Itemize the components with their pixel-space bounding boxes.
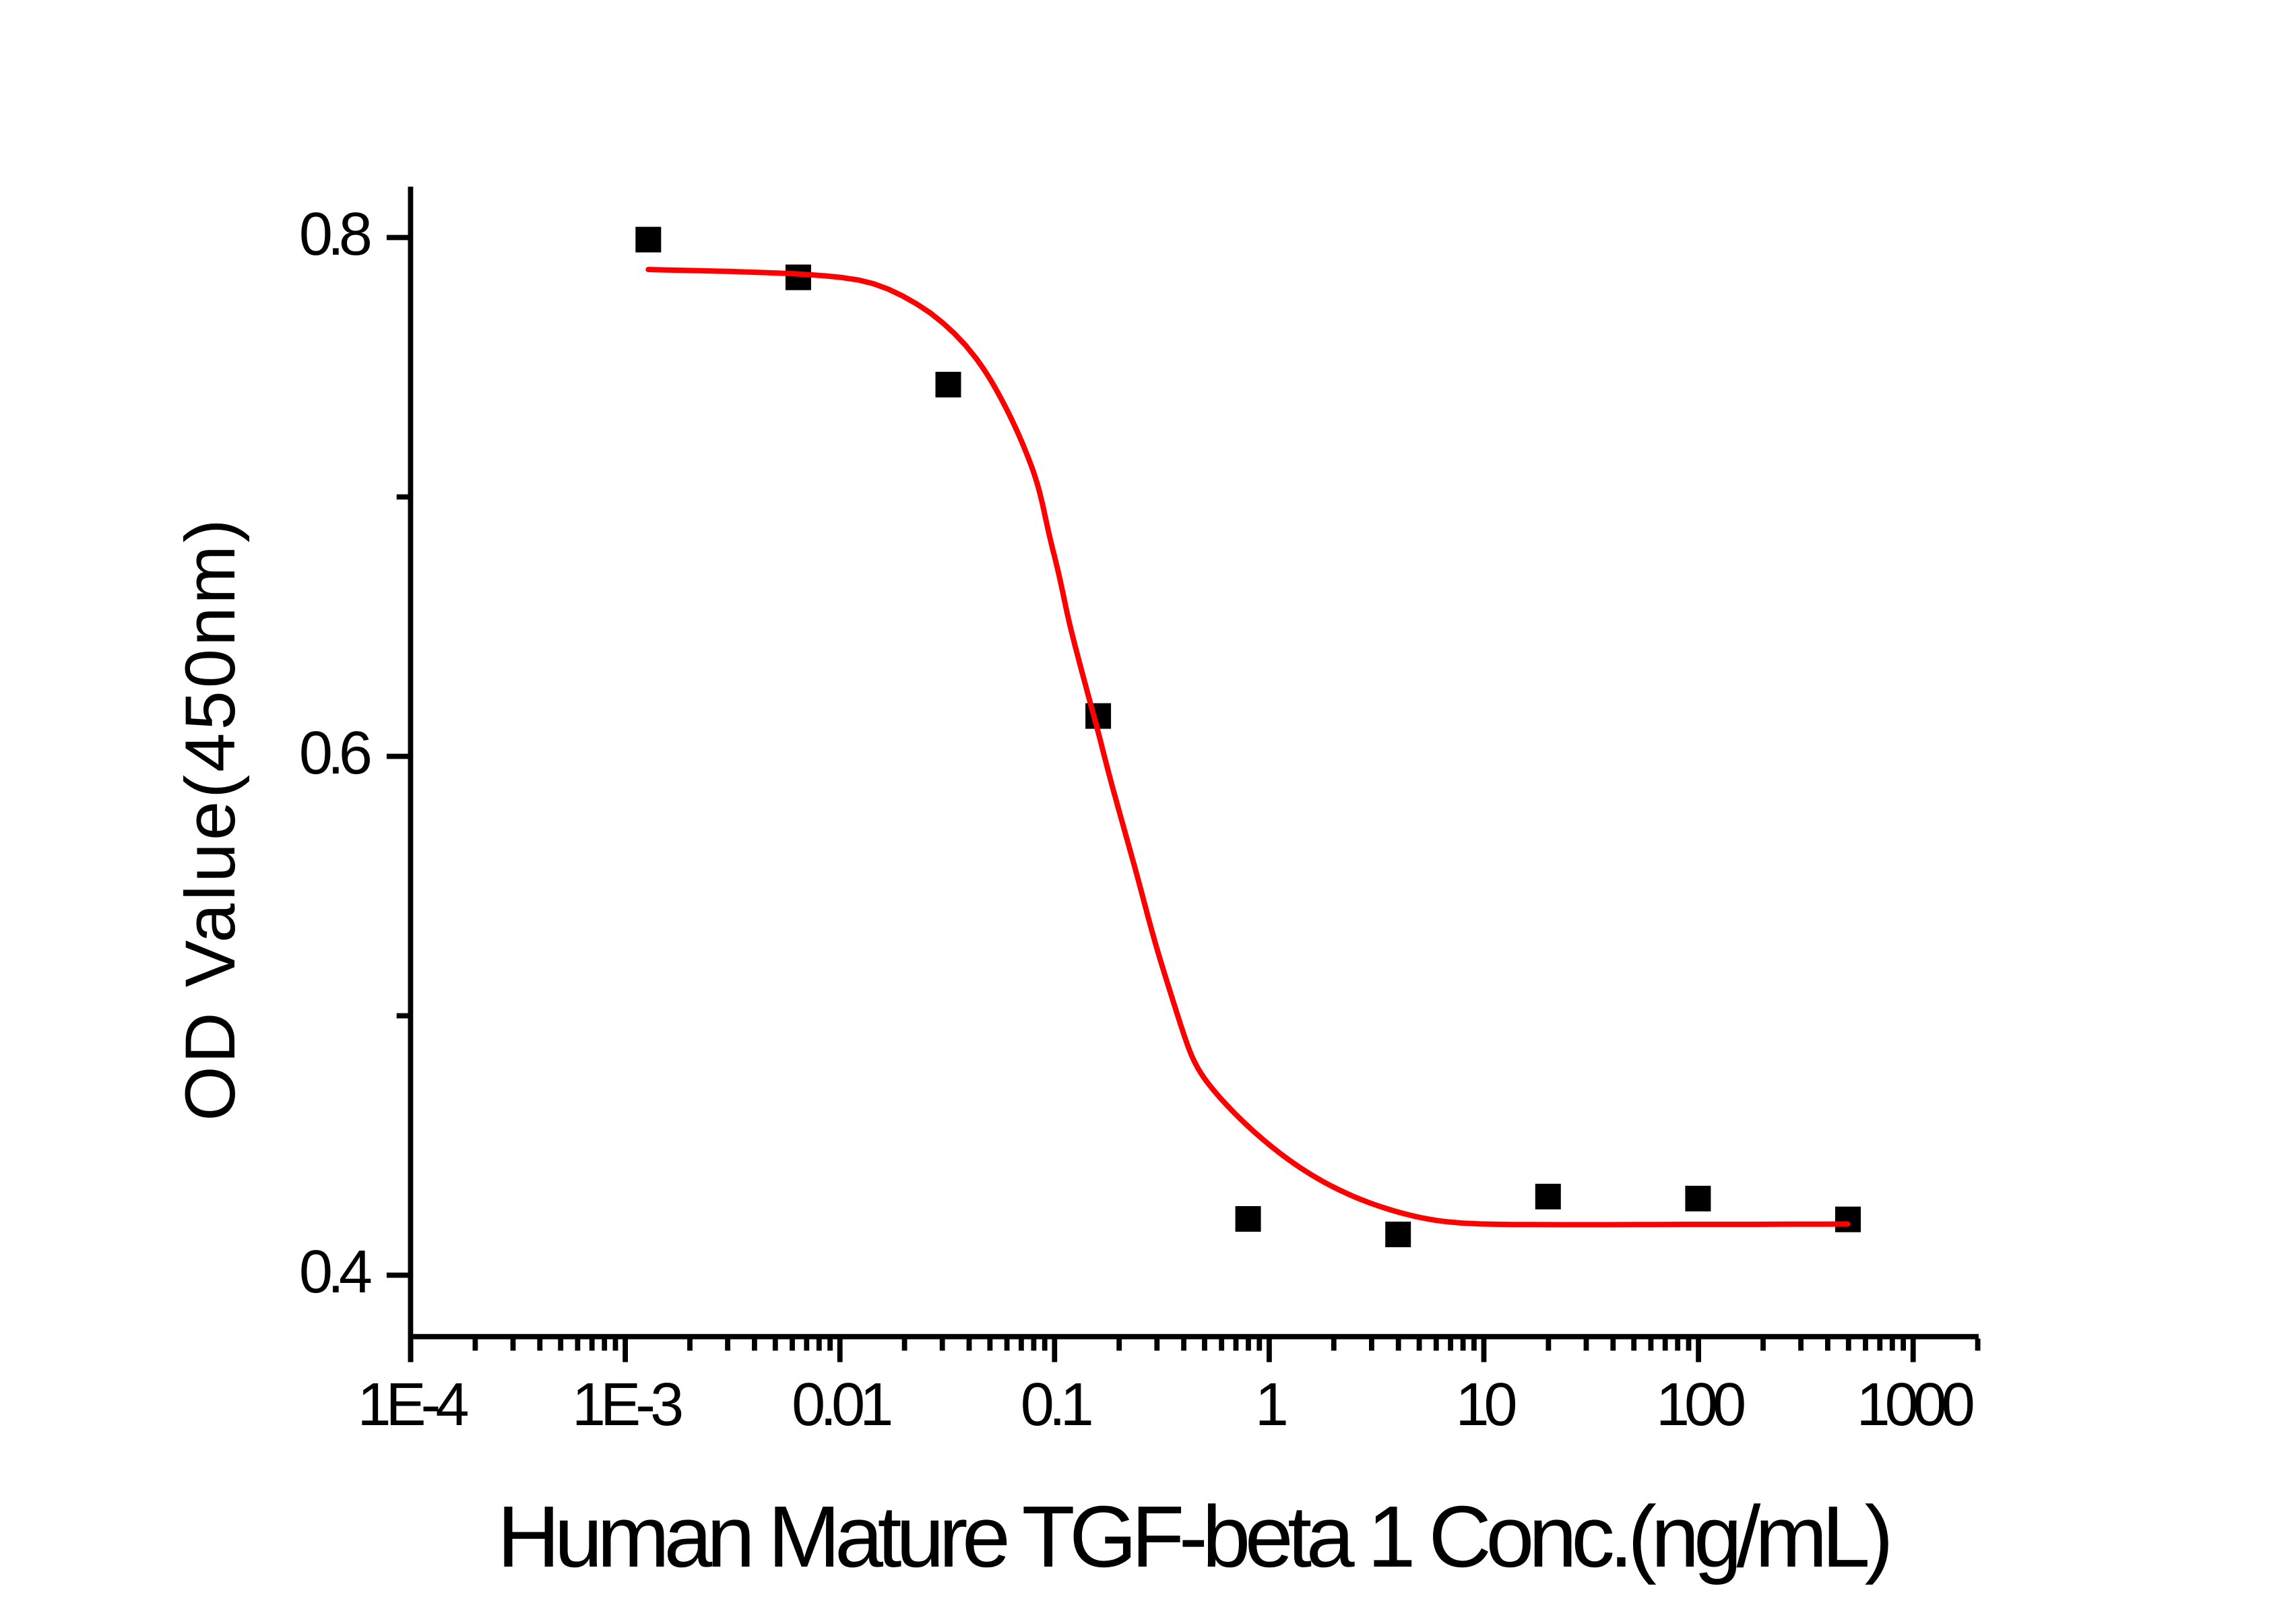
svg-text:1E-4: 1E-4 [357,1371,468,1439]
svg-text:1000: 1000 [1857,1371,1973,1439]
svg-text:0.4: 0.4 [299,1238,371,1306]
svg-text:0.1: 0.1 [1021,1371,1091,1439]
svg-text:0.8: 0.8 [299,201,371,268]
svg-text:0.6: 0.6 [299,720,371,787]
svg-text:Human Mature TGF-beta 1 Conc.(: Human Mature TGF-beta 1 Conc.(ng/mL) [497,1488,1889,1585]
svg-text:0.01: 0.01 [792,1371,891,1439]
svg-text:1E-3: 1E-3 [572,1371,682,1439]
svg-text:1: 1 [1255,1371,1286,1439]
svg-text:100: 100 [1656,1371,1744,1439]
svg-text:OD Value(450nm): OD Value(450nm) [171,516,250,1121]
svg-text:10: 10 [1455,1371,1515,1439]
